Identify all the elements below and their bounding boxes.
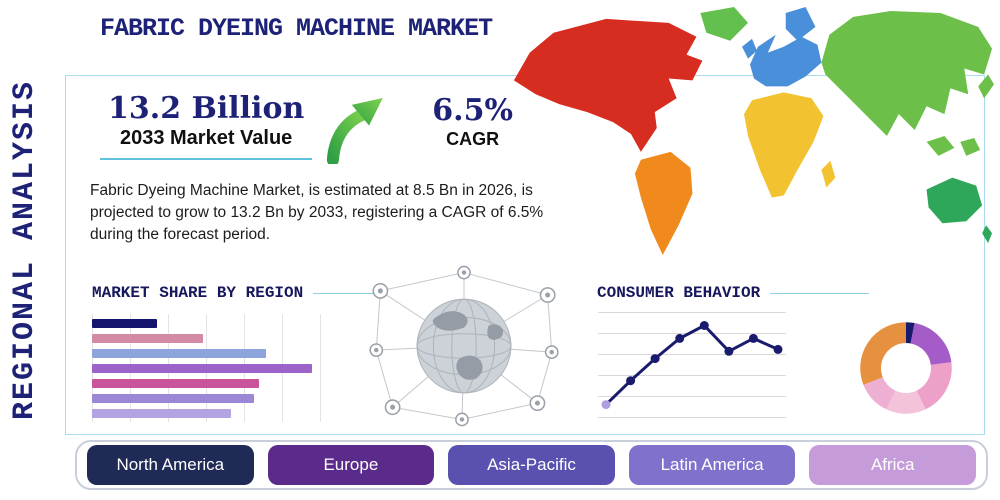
- continent-north-america: [513, 18, 703, 152]
- globe-network-illustration: [369, 265, 559, 427]
- islands-indonesia: [960, 137, 981, 156]
- bar-4: [92, 364, 313, 373]
- line-point: [650, 354, 660, 364]
- line-point: [748, 333, 758, 343]
- region-button-north-america[interactable]: North America: [87, 445, 254, 485]
- page-title: FABRIC DYEING MACHINE MARKET: [100, 14, 493, 43]
- section-header-market-share: MARKET SHARE BY REGION: [92, 284, 374, 302]
- region-button-asia-pacific[interactable]: Asia-Pacific: [448, 445, 615, 485]
- cagr-stat: 6.5% CAGR: [432, 92, 513, 150]
- island-new-zealand: [982, 225, 993, 244]
- market-value-stat: 13.2 Billion 2033 Market Value: [100, 91, 313, 160]
- market-description: Fabric Dyeing Machine Market, is estimat…: [90, 182, 544, 243]
- consumer-behavior-line-chart: [598, 312, 786, 418]
- continent-europe: [750, 34, 822, 87]
- continent-asia: [821, 10, 993, 136]
- donut-slice-purple: [910, 323, 952, 366]
- region-button-latin-america[interactable]: Latin America: [628, 445, 796, 485]
- donut-chart-svg: [860, 322, 952, 414]
- bar-1: [92, 319, 157, 328]
- donut-slice-orange: [860, 322, 907, 385]
- side-vertical-title: REGIONAL ANALYSIS: [8, 79, 42, 421]
- region-button-europe[interactable]: Europe: [267, 445, 435, 485]
- line-point: [773, 344, 783, 354]
- section-header-consumer-behavior: CONSUMER BEHAVIOR: [597, 284, 869, 302]
- trend-line: [604, 323, 779, 406]
- continent-australia: [926, 177, 983, 224]
- bar-7: [92, 409, 232, 418]
- continent-africa: [744, 92, 824, 198]
- island-uk: [742, 38, 757, 59]
- growth-arrow-icon: [326, 94, 388, 169]
- consumer-behavior-title: CONSUMER BEHAVIOR: [597, 284, 761, 302]
- consumer-behavior-line-svg: [601, 321, 783, 410]
- island-madagascar: [821, 160, 836, 188]
- line-point: [675, 333, 685, 343]
- region-scandinavia: [785, 7, 816, 41]
- world-map: [513, 7, 995, 256]
- line-point: [724, 346, 734, 356]
- region-buttons: North America Europe Asia-Pacific Latin Ame…: [75, 440, 988, 490]
- islands-southeast-asia: [926, 135, 955, 156]
- island-greenland: [700, 7, 749, 41]
- header-rule: [770, 292, 869, 294]
- line-point: [601, 400, 611, 410]
- donut-slice-pink: [916, 362, 952, 410]
- market-share-title: MARKET SHARE BY REGION: [92, 284, 304, 302]
- bar-5: [92, 379, 260, 388]
- cagr-label: CAGR: [446, 128, 500, 149]
- market-share-bar-chart: [92, 314, 324, 422]
- bar-6: [92, 394, 255, 403]
- island-japan: [978, 74, 995, 99]
- donut-slice-navy: [905, 322, 915, 344]
- donut-slice-pale-pink: [886, 390, 926, 414]
- market-value-label: 2033 Market Value: [119, 126, 293, 149]
- stats-row: 13.2 Billion 2033 Market Value 6.5% CAGR: [100, 91, 513, 169]
- bar-2: [92, 334, 204, 343]
- header-rule: [313, 292, 374, 294]
- region-button-africa[interactable]: Africa: [809, 445, 976, 485]
- donut-slice-light-pink: [863, 376, 896, 410]
- market-value-number: 13.2 Billion: [108, 91, 305, 126]
- line-point: [699, 321, 709, 330]
- cagr-number: 6.5%: [432, 93, 513, 128]
- line-point: [626, 376, 636, 386]
- bar-3: [92, 349, 266, 358]
- continent-south-america: [634, 151, 693, 256]
